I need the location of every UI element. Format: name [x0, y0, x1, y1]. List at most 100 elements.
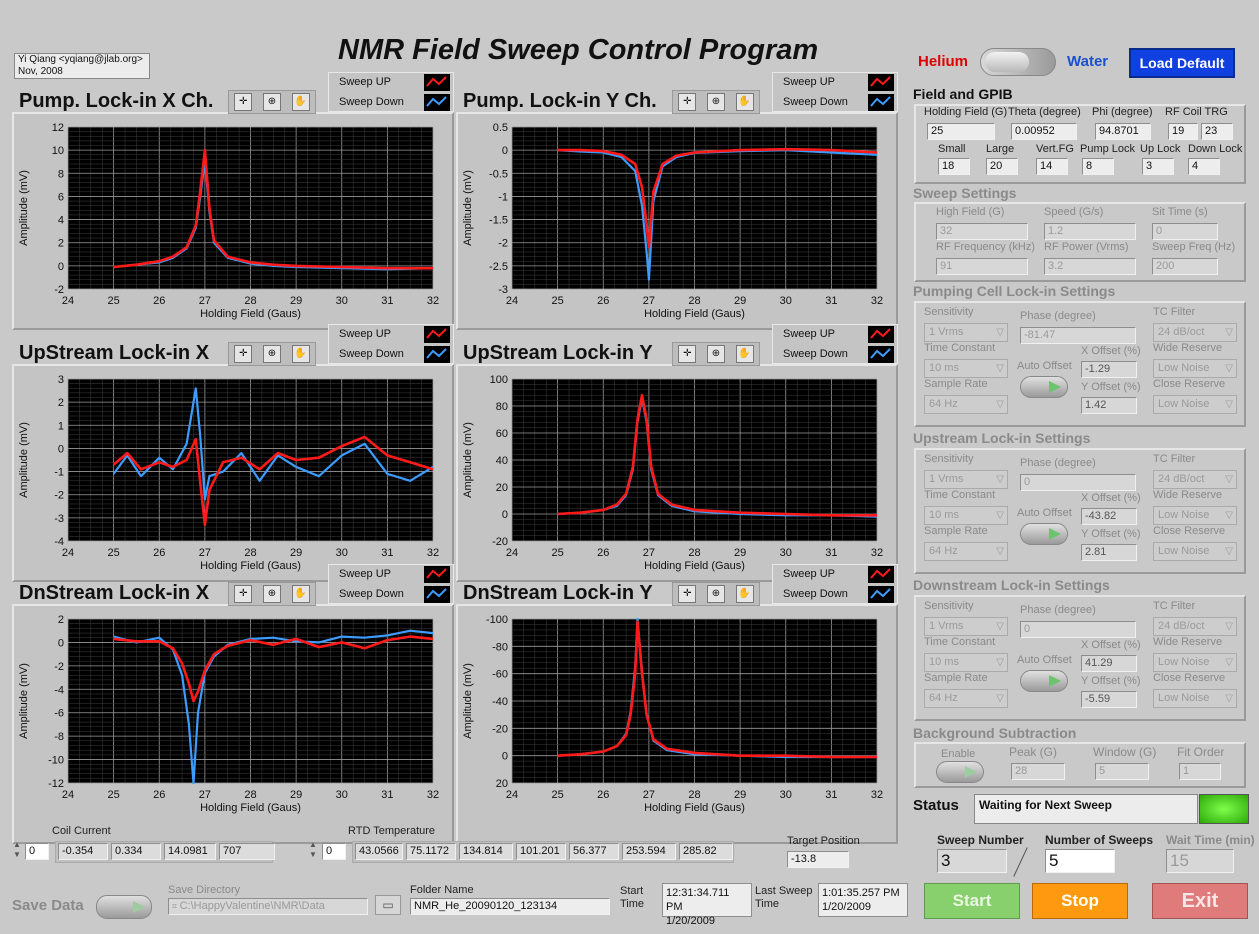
rtd-index-field[interactable]: 0	[322, 843, 346, 860]
time-constant-dropdown[interactable]: 10 ms ▽	[924, 653, 1008, 672]
gpib-field[interactable]: 8	[1082, 158, 1114, 175]
sensitivity-dropdown[interactable]: 1 Vrms ▽	[924, 617, 1008, 636]
y-tick-label: -4	[54, 684, 64, 696]
x-tick-label: 31	[381, 295, 393, 307]
zoom-icon[interactable]: ⊕	[706, 93, 725, 111]
wide-reserve-dropdown[interactable]: Low Noise ▽	[1153, 653, 1237, 672]
graph-palette[interactable]: ✛ ⊕ ✋	[228, 342, 316, 366]
cursor-icon[interactable]: ✛	[678, 345, 697, 363]
dropdown-arrow-icon: ▽	[1225, 474, 1233, 485]
auto-offset-toggle[interactable]	[1020, 523, 1068, 545]
time-constant-dropdown[interactable]: 10 ms ▽	[924, 359, 1008, 378]
sample-rate-dropdown[interactable]: 64 Hz ▽	[924, 689, 1008, 708]
sample-rate-dropdown[interactable]: 64 Hz ▽	[924, 395, 1008, 414]
wide-reserve-dropdown[interactable]: Low Noise ▽	[1153, 359, 1237, 378]
auto-offset-toggle[interactable]	[1020, 376, 1068, 398]
y-tick-label: -0.5	[489, 168, 508, 180]
bg-enable-toggle[interactable]	[936, 761, 984, 783]
gpib-field[interactable]: 18	[938, 158, 970, 175]
gpib-field[interactable]: 19	[1168, 123, 1198, 140]
gpib-field[interactable]: 20	[986, 158, 1018, 175]
cursor-icon[interactable]: ✛	[234, 93, 253, 111]
zoom-icon[interactable]: ⊕	[706, 585, 725, 603]
mode-switch-knob	[985, 52, 1029, 72]
close-reserve-dropdown[interactable]: Low Noise ▽	[1153, 542, 1237, 561]
sensitivity-dropdown[interactable]: 1 Vrms ▽	[924, 470, 1008, 489]
wide-reserve-dropdown[interactable]: Low Noise ▽	[1153, 506, 1237, 525]
pan-icon[interactable]: ✋	[735, 585, 754, 603]
gpib-field[interactable]: 14	[1036, 158, 1068, 175]
y-offset-field[interactable]: 2.81	[1081, 544, 1137, 561]
bg-enable-label: Enable	[941, 748, 976, 760]
bg-fit-field[interactable]: 1	[1179, 763, 1221, 780]
wait-time-field[interactable]: 15	[1166, 849, 1234, 873]
y-offset-field[interactable]: 1.42	[1081, 397, 1137, 414]
sweep-field[interactable]: 91	[936, 258, 1028, 275]
zoom-icon[interactable]: ⊕	[262, 585, 281, 603]
x-tick-label: 28	[688, 547, 700, 559]
cursor-icon[interactable]: ✛	[234, 585, 253, 603]
pan-icon[interactable]: ✋	[291, 345, 310, 363]
sensitivity-dropdown[interactable]: 1 Vrms ▽	[924, 323, 1008, 342]
pan-icon[interactable]: ✋	[735, 93, 754, 111]
graph-palette[interactable]: ✛ ⊕ ✋	[672, 582, 760, 606]
zoom-icon[interactable]: ⊕	[262, 345, 281, 363]
exit-button[interactable]: Exit	[1152, 883, 1248, 919]
pan-icon[interactable]: ✋	[291, 585, 310, 603]
auto-offset-toggle[interactable]	[1020, 670, 1068, 692]
x-offset-field[interactable]: -1.29	[1081, 361, 1137, 378]
time-constant-dropdown[interactable]: 10 ms ▽	[924, 506, 1008, 525]
pan-icon[interactable]: ✋	[735, 345, 754, 363]
bg-fit-label: Fit Order	[1177, 745, 1225, 759]
sample-rate-dropdown[interactable]: 64 Hz ▽	[924, 542, 1008, 561]
num-sweeps-field[interactable]: 5	[1045, 849, 1115, 873]
close-reserve-dropdown[interactable]: Low Noise ▽	[1153, 689, 1237, 708]
sweep-field[interactable]: 200	[1152, 258, 1218, 275]
gpib-field[interactable]: 94.8701	[1095, 123, 1151, 140]
phase-field[interactable]: -81.47	[1020, 327, 1136, 344]
y-tick-label: 2	[58, 238, 64, 250]
sweep-field[interactable]: 1.2	[1044, 223, 1136, 240]
graph-palette[interactable]: ✛ ⊕ ✋	[228, 90, 316, 114]
bg-peak-field[interactable]: 28	[1011, 763, 1065, 780]
stop-button[interactable]: Stop	[1032, 883, 1128, 919]
mode-switch[interactable]	[980, 48, 1056, 76]
y-offset-field[interactable]: -5.59	[1081, 691, 1137, 708]
sweep-field[interactable]: 32	[936, 223, 1028, 240]
tc-filter-dropdown[interactable]: 24 dB/oct ▽	[1153, 617, 1237, 636]
pan-icon[interactable]: ✋	[291, 93, 310, 111]
sweep-field[interactable]: 3.2	[1044, 258, 1136, 275]
phase-field[interactable]: 0	[1020, 621, 1136, 638]
save-dir-field[interactable]: ⌗ C:\HappyValentine\NMR\Data	[168, 898, 368, 915]
browse-folder-icon[interactable]: ▭	[375, 895, 401, 915]
load-default-button[interactable]: Load Default	[1129, 48, 1235, 78]
save-data-toggle[interactable]	[96, 895, 152, 919]
zoom-icon[interactable]: ⊕	[262, 93, 281, 111]
graph-palette[interactable]: ✛ ⊕ ✋	[672, 342, 760, 366]
gpib-field[interactable]: 0.00952	[1011, 123, 1077, 140]
coil-index-field[interactable]: 0	[25, 843, 49, 860]
tc-filter-dropdown[interactable]: 24 dB/oct ▽	[1153, 470, 1237, 489]
gpib-field[interactable]: 4	[1188, 158, 1220, 175]
cursor-icon[interactable]: ✛	[678, 93, 697, 111]
dropdown-arrow-icon: ▽	[996, 399, 1004, 410]
start-button[interactable]: Start	[924, 883, 1020, 919]
gpib-field[interactable]: 3	[1142, 158, 1174, 175]
zoom-icon[interactable]: ⊕	[706, 345, 725, 363]
coil-index-spinner[interactable]: ▲ ▼	[13, 840, 21, 859]
y-tick-label: -3	[498, 284, 508, 296]
rtd-index-spinner[interactable]: ▲ ▼	[309, 840, 317, 859]
x-offset-field[interactable]: -43.82	[1081, 508, 1137, 525]
phase-field[interactable]: 0	[1020, 474, 1136, 491]
cursor-icon[interactable]: ✛	[678, 585, 697, 603]
tc-filter-dropdown[interactable]: 24 dB/oct ▽	[1153, 323, 1237, 342]
gpib-field[interactable]: 25	[927, 123, 995, 140]
x-offset-field[interactable]: 41.29	[1081, 655, 1137, 672]
close-reserve-dropdown[interactable]: Low Noise ▽	[1153, 395, 1237, 414]
graph-palette[interactable]: ✛ ⊕ ✋	[228, 582, 316, 606]
gpib-field[interactable]: 23	[1201, 123, 1233, 140]
bg-window-field[interactable]: 5	[1095, 763, 1149, 780]
sweep-field[interactable]: 0	[1152, 223, 1218, 240]
graph-palette[interactable]: ✛ ⊕ ✋	[672, 90, 760, 114]
cursor-icon[interactable]: ✛	[234, 345, 253, 363]
